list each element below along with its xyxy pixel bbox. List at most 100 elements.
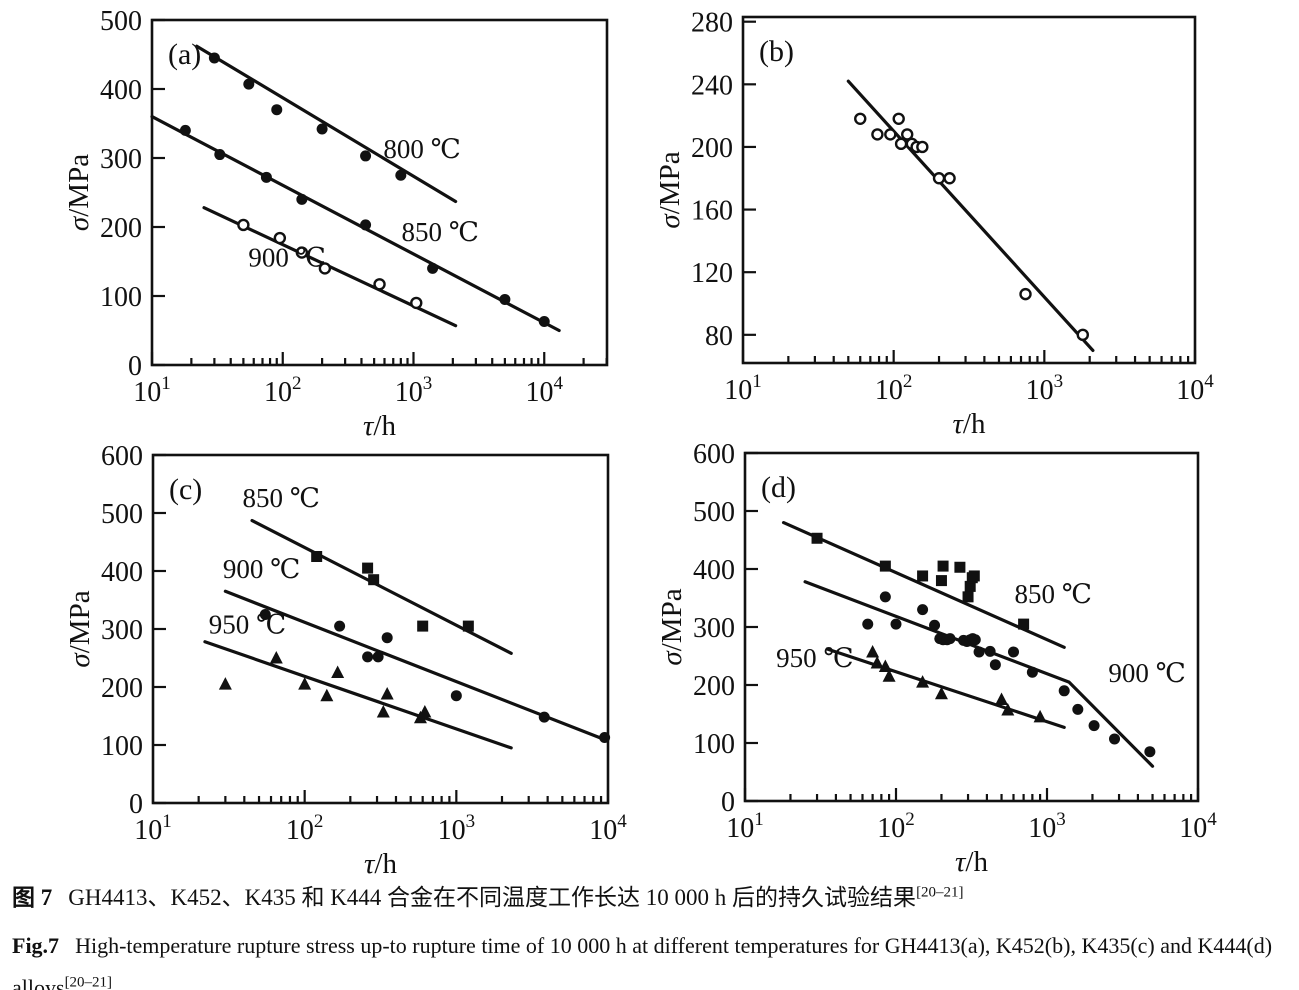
data-point-open-circle [318, 262, 332, 275]
y-tick-label: 500 [693, 497, 735, 528]
data-point-filled-circle [360, 150, 372, 162]
data-point-filled-triangle [298, 677, 312, 690]
y-axis-title: σ/MPa [63, 154, 95, 231]
data-point-filled-circle [984, 645, 996, 657]
data-point-filled-circle [372, 651, 384, 663]
data-point-filled-square [811, 532, 823, 544]
y-tick-label: 400 [101, 557, 143, 588]
data-point-filled-circle [395, 169, 407, 181]
data-point-filled-circle [334, 620, 346, 632]
data-point-filled-circle [1058, 685, 1070, 697]
subplot-label: (c) [169, 473, 202, 506]
data-point-filled-circle [917, 604, 929, 616]
data-point-open-circle [373, 278, 386, 291]
figure-caption: 图 7 GH4413、K452、K435 和 K444 合金在不同温度工作长达 1… [12, 880, 1292, 990]
data-point-filled-circle [890, 618, 902, 630]
x-tick-label: 103 [395, 373, 433, 408]
data-point-filled-triangle [331, 665, 345, 678]
data-point-filled-circle [973, 646, 985, 658]
data-point-filled-circle [969, 634, 981, 646]
data-point-filled-triangle [1033, 709, 1047, 723]
y-tick-label: 0 [128, 351, 142, 382]
fit-line-850℃ [150, 114, 561, 333]
y-tick-label: 400 [100, 75, 142, 106]
subplot-label: (d) [761, 471, 796, 504]
data-point-filled-square [917, 570, 929, 582]
data-point-open-circle [1019, 287, 1032, 301]
y-tick-label: 300 [693, 613, 735, 644]
y-tick-label: 80 [705, 321, 733, 352]
x-tick-label: 103 [1026, 371, 1064, 406]
x-tick-label: 102 [264, 373, 302, 408]
y-tick-label: 0 [129, 789, 143, 820]
data-point-filled-square [964, 580, 976, 592]
y-tick-label: 200 [101, 673, 143, 704]
y-tick-label: 300 [100, 144, 142, 175]
x-tick-label: 102 [875, 371, 913, 406]
x-tick-label: 104 [525, 373, 563, 408]
data-point-filled-triangle [882, 669, 896, 682]
data-point-filled-circle [427, 262, 439, 274]
data-point-filled-triangle [870, 655, 884, 669]
x-tick-label: 104 [1179, 809, 1217, 844]
data-point-open-circle [884, 128, 897, 141]
x-tick-label: 102 [286, 811, 324, 846]
data-point-filled-circle [538, 316, 550, 328]
data-point-filled-circle [296, 193, 308, 205]
data-point-open-circle [892, 112, 905, 125]
data-point-open-circle [943, 172, 956, 185]
subplot-d: 101 102 103 1040100200300400500600σ/MPaτ/h(… [656, 439, 1217, 878]
fit-line-950℃ [203, 640, 513, 750]
data-point-filled-circle [929, 619, 941, 631]
data-point-filled-circle [381, 632, 393, 644]
data-point-open-circle [932, 172, 946, 185]
x-axis-title: τ/h [953, 408, 986, 440]
data-point-open-circle [295, 246, 309, 259]
y-tick-label: 200 [100, 213, 142, 244]
data-point-filled-circle [259, 609, 271, 620]
temperature-label: 950 ℃ [776, 643, 853, 673]
x-axis-title: τ/h [364, 848, 397, 878]
x-tick-label: 103 [438, 811, 476, 846]
data-point-filled-triangle [934, 686, 948, 700]
data-point-filled-circle [362, 651, 374, 663]
data-point-filled-circle [599, 731, 611, 743]
y-tick-label: 100 [101, 731, 143, 762]
data-point-filled-square [1018, 618, 1030, 630]
x-tick-label: 101 [724, 371, 762, 406]
subplot-label: (a) [168, 38, 201, 71]
data-point-open-circle [916, 140, 929, 154]
fit-line-800℃ [195, 44, 458, 204]
y-tick-label: 120 [691, 258, 733, 289]
data-point-filled-circle [1109, 733, 1121, 745]
fit-line-850℃ [781, 520, 1066, 649]
data-point-open-circle [410, 296, 423, 310]
data-point-filled-square [935, 575, 947, 587]
y-tick-label: 600 [693, 439, 735, 470]
temperature-label: 850 ℃ [1015, 579, 1092, 609]
y-tick-label: 200 [691, 133, 733, 164]
data-point-filled-circle [944, 633, 956, 645]
caption-en-text: High-temperature rupture stress up-to ru… [12, 932, 1273, 990]
caption-zh-number: 图 7 [12, 885, 53, 910]
data-point-filled-square [968, 570, 980, 582]
temperature-label: 900 ℃ [223, 554, 300, 584]
temperature-label: 850 ℃ [401, 217, 478, 247]
data-point-filled-circle [208, 52, 220, 64]
y-tick-label: 280 [691, 8, 733, 39]
y-tick-label: 160 [691, 196, 733, 227]
y-tick-label: 300 [101, 615, 143, 646]
data-point-filled-circle [316, 123, 328, 135]
charts-canvas: 101 102 103 104 0 100 200 300 400 500 σ/MPa τ/h (a) 8… [63, 6, 1217, 880]
y-tick-label: 600 [101, 441, 143, 472]
caption-zh-text: GH4413、K452、K435 和 K444 合金在不同温度工作长达 10 0… [68, 885, 917, 910]
y-tick-label: 400 [693, 555, 735, 586]
y-tick-label: 0 [721, 787, 735, 818]
y-axis-title: σ/MPa [656, 588, 688, 665]
temperature-label: 900 ℃ [1108, 658, 1185, 688]
data-point-filled-square [368, 574, 380, 586]
y-tick-label: 200 [693, 671, 735, 702]
data-point-filled-square [937, 560, 949, 572]
data-point-filled-triangle [866, 644, 880, 658]
y-tick-label: 500 [101, 499, 143, 530]
